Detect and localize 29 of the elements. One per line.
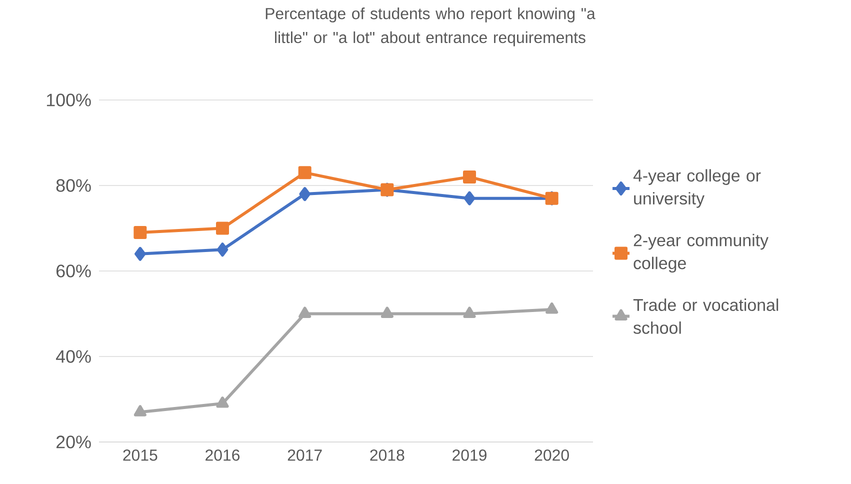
point bbox=[216, 222, 229, 235]
point bbox=[463, 306, 476, 318]
x-tick-label: 2018 bbox=[370, 450, 404, 461]
x-tick-label: 2016 bbox=[206, 450, 240, 461]
point bbox=[464, 191, 476, 206]
legend-label: 2-year community college bbox=[634, 234, 768, 273]
chart-title: Percentage of students who report knowing "a little" or "a lot" about entrance requirements bbox=[266, 8, 596, 46]
point bbox=[546, 302, 558, 314]
legend-label: 4-year college or university bbox=[633, 169, 761, 208]
point bbox=[216, 242, 228, 257]
point bbox=[216, 396, 229, 408]
point bbox=[134, 246, 146, 261]
y-tick-label: 40% bbox=[56, 350, 91, 363]
x-tick-label: 2017 bbox=[288, 450, 322, 461]
y-tick-label: 80% bbox=[56, 179, 91, 192]
y-tick-label: 100% bbox=[46, 94, 91, 106]
x-tick-label: 2015 bbox=[123, 450, 158, 461]
point bbox=[134, 226, 147, 240]
point bbox=[380, 306, 394, 318]
point bbox=[134, 405, 146, 416]
y-tick-label: 60% bbox=[56, 264, 91, 278]
point bbox=[463, 170, 476, 184]
point bbox=[299, 187, 310, 202]
point bbox=[298, 306, 312, 318]
legend-label: Trade or vocational school bbox=[633, 298, 778, 334]
x-tick-label: 2020 bbox=[534, 450, 569, 461]
y-tick-label: 20% bbox=[56, 436, 91, 448]
point bbox=[298, 166, 312, 180]
x-tick-label: 2019 bbox=[452, 450, 486, 461]
